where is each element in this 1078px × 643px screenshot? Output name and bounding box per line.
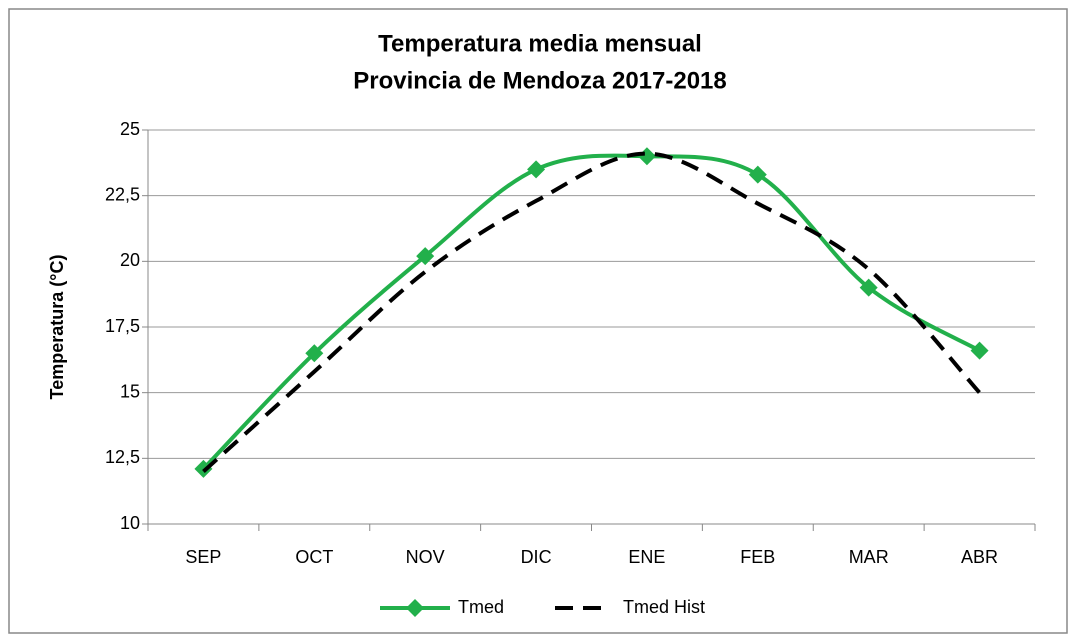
data-marker <box>305 344 324 363</box>
y-tick-label: 22,5 <box>105 184 140 204</box>
x-tick-label: NOV <box>406 547 445 567</box>
chart-border <box>8 8 1068 634</box>
data-marker <box>970 341 989 360</box>
y-tick-label: 17,5 <box>105 316 140 336</box>
y-tick-label: 12,5 <box>105 447 140 467</box>
x-tick-label: DIC <box>521 547 552 567</box>
y-tick-label: 15 <box>120 381 140 401</box>
y-tick-label: 25 <box>120 119 140 139</box>
y-tick-label: 10 <box>120 513 140 533</box>
chart-title: Temperatura media mensual <box>378 30 702 57</box>
x-tick-label: OCT <box>295 547 333 567</box>
y-tick-label: 20 <box>120 250 140 270</box>
data-marker <box>859 278 878 297</box>
chart-title: Provincia de Mendoza 2017-2018 <box>353 67 727 94</box>
x-tick-label: FEB <box>740 547 775 567</box>
x-tick-label: ABR <box>961 547 998 567</box>
x-tick-label: SEP <box>185 547 221 567</box>
x-tick-label: MAR <box>849 547 889 567</box>
y-axis-label: Temperatura (°C) <box>47 255 67 400</box>
legend-marker <box>406 599 424 617</box>
data-marker <box>416 247 435 266</box>
data-marker <box>527 160 546 179</box>
series-line <box>202 151 982 473</box>
legend-label: Tmed Hist <box>623 597 705 617</box>
legend-label: Tmed <box>458 597 504 617</box>
x-tick-label: ENE <box>628 547 665 567</box>
data-marker <box>748 165 767 184</box>
